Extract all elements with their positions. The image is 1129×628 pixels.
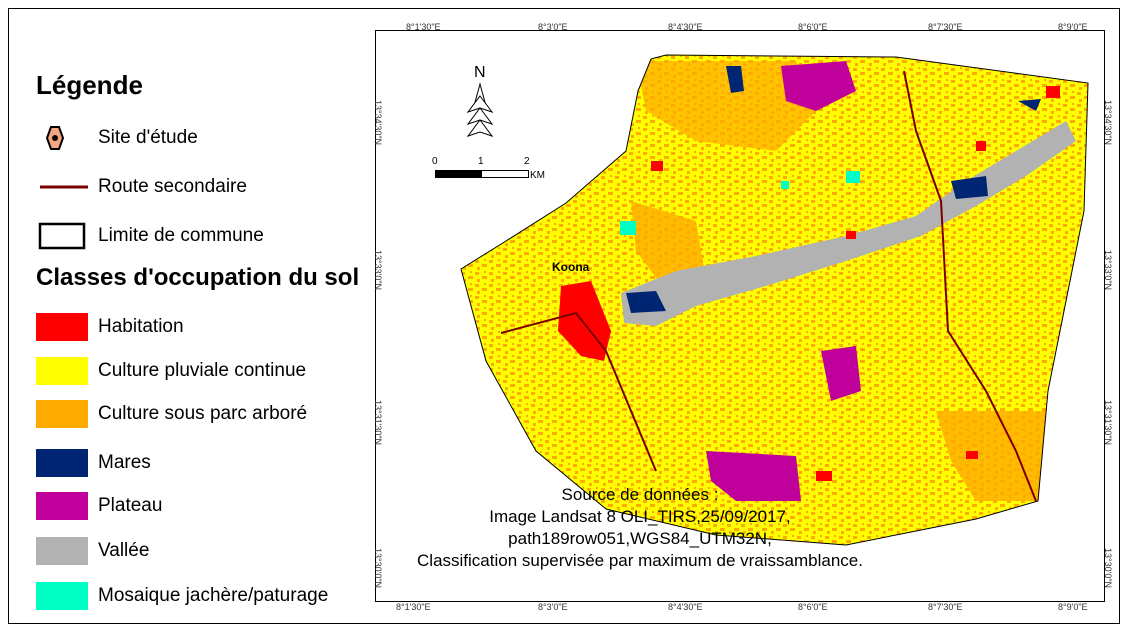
source-line: Source de données : [561,485,719,504]
legend-class-label: Mosaique jachère/paturage [98,585,329,606]
legend-road-label: Route secondaire [98,176,247,197]
scale-bar-black [435,170,481,178]
legend-class-label: Plateau [98,495,163,516]
scale-bar-white [481,170,529,178]
legend-class-swatch [36,492,88,520]
legend-class-swatch [36,537,88,565]
source-line: Classification supervisée par maximum de… [417,551,863,570]
legend-title: Légende [36,70,143,100]
tick-bottom: 8°3'0"E [538,602,568,612]
tick-bottom: 8°4'30"E [668,602,703,612]
legend-class-item: Culture pluviale continue [36,356,306,386]
legend-class-swatch [36,582,88,610]
legend-class-item: Habitation [36,312,184,342]
tick-top: 8°7'30"E [928,22,963,32]
legend-class-label: Habitation [98,316,184,337]
tick-top: 8°6'0"E [798,22,828,32]
scale-zero: 0 [432,156,438,167]
tick-right: 13°30'0"N [1103,548,1113,589]
legend-class-item: Culture sous parc arboré [36,399,307,429]
legend-class-swatch [36,449,88,477]
tick-bottom: 8°1'30"E [396,602,431,612]
tick-right: 13°34'30"N [1103,100,1113,146]
land-cover-map [460,54,1089,546]
legend-class-item: Vallée [36,536,149,566]
scale-unit: KM [530,170,545,181]
tick-right: 13°31'30"N [1103,400,1113,446]
source-text: Source de données : Image Landsat 8 OLI_… [400,484,880,572]
scale-one: 1 [478,156,484,167]
tick-top: 8°1'30"E [406,22,441,32]
legend-class-swatch [36,357,88,385]
legend-road: Route secondaire [36,172,247,202]
boundary-box-icon [38,222,86,250]
tick-left: 13°31'30"N [373,400,383,446]
legend-site: Site d'étude [36,123,198,153]
legend-classes-title: Classes d'occupation du sol [36,264,360,291]
scale-two: 2 [524,156,530,167]
legend-class-label: Culture pluviale continue [98,360,307,381]
legend-class-label: Vallée [98,540,150,561]
legend-class-item: Mosaique jachère/paturage [36,581,328,611]
north-label: N [474,64,486,81]
tick-bottom: 8°9'0"E [1058,602,1088,612]
north-arrow-icon [466,82,494,137]
map-panel [375,30,1105,602]
place-label-koona: Koona [552,260,590,274]
source-line: path189row051,WGS84_UTM32N, [508,529,772,548]
legend-class-item: Mares [36,448,151,478]
tick-top: 8°4'30"E [668,22,703,32]
legend-class-swatch [36,313,88,341]
tick-top: 8°3'0"E [538,22,568,32]
legend-limit-label: Limite de commune [98,225,264,246]
legend-class-swatch [36,400,88,428]
tick-bottom: 8°6'0"E [798,602,828,612]
source-line: Image Landsat 8 OLI_TIRS,25/09/2017, [489,507,791,526]
tick-left: 13°30'0"N [373,548,383,589]
hexagon-icon [45,126,65,150]
legend-class-label: Mares [98,452,151,473]
tick-top: 8°9'0"E [1058,22,1088,32]
tick-right: 13°33'0"N [1103,250,1113,291]
tick-left: 13°33'0"N [373,250,383,291]
legend-limit: Limite de commune [36,221,264,251]
road-line-icon [40,185,88,189]
legend-class-label: Culture sous parc arboré [98,403,308,424]
tick-bottom: 8°7'30"E [928,602,963,612]
tick-left: 13°34'30"N [373,100,383,146]
legend-class-item: Plateau [36,491,162,521]
legend-site-label: Site d'étude [98,127,198,148]
